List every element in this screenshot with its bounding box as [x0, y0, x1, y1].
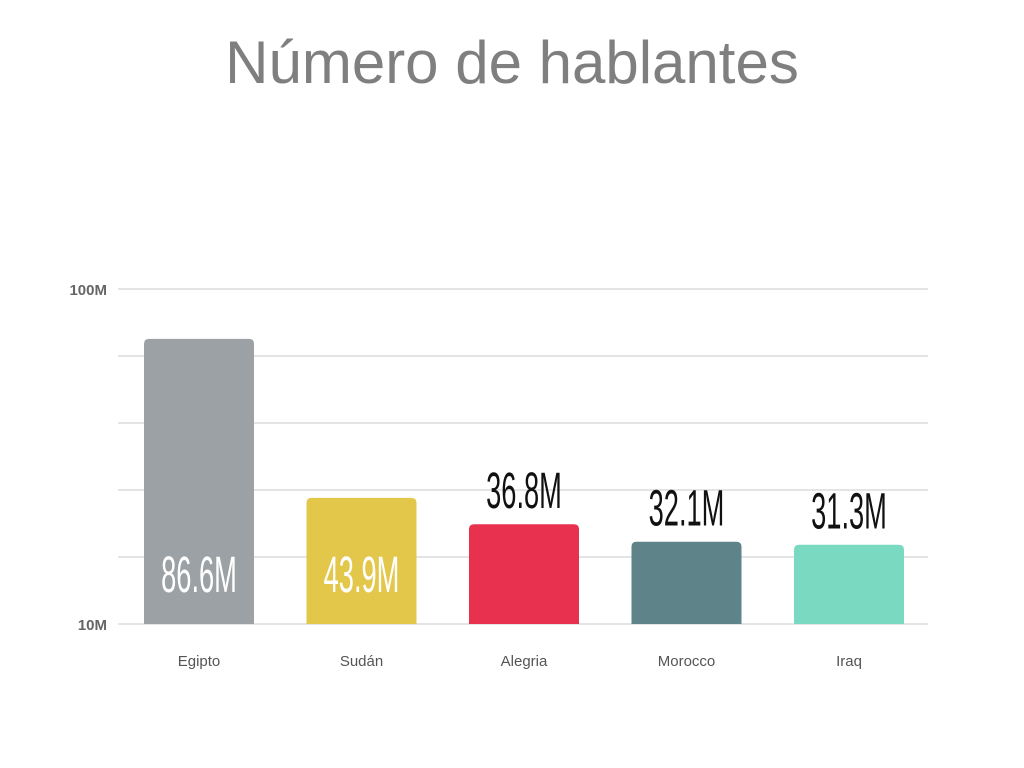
y-tick-label: 10M [78, 617, 107, 634]
bar-sudán [306, 497, 417, 624]
bar-morocco [631, 541, 742, 624]
chart-title: Número de hablantes [225, 29, 799, 96]
x-tick-label: Sudán [340, 653, 383, 670]
bar-iraq [794, 544, 904, 624]
x-tick-label: Egipto [178, 653, 221, 670]
data-label: 31.3M [811, 483, 887, 540]
data-label: 43.9M [324, 546, 400, 603]
data-label: 36.8M [486, 462, 562, 519]
bar-alegria [469, 524, 579, 624]
y-tick-label: 100M [69, 282, 107, 299]
x-tick-label: Alegria [501, 653, 548, 670]
bar-egipto [144, 338, 254, 624]
x-tick-label: Morocco [658, 653, 716, 670]
data-label: 32.1M [649, 480, 725, 537]
x-tick-label: Iraq [836, 653, 862, 670]
data-label: 86.6M [161, 546, 237, 603]
